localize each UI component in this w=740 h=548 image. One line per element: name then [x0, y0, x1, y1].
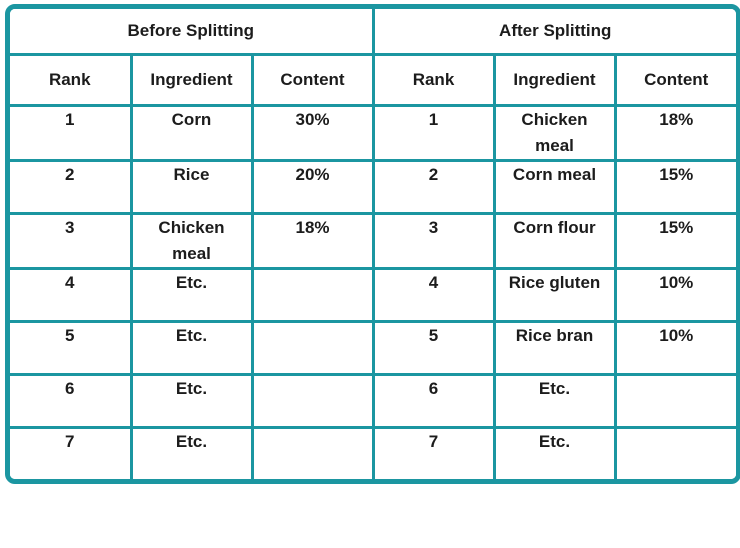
- col-header-before-rank: Rank: [10, 53, 133, 107]
- cell-before-ingredient: Etc.: [129, 267, 254, 323]
- cell-before-rank: 3: [10, 212, 133, 270]
- cell-after-rank: 1: [371, 104, 496, 162]
- group-header-after: After Splitting: [371, 9, 736, 56]
- cell-after-rank: 4: [371, 267, 496, 323]
- cell-before-content: 20%: [250, 159, 375, 215]
- cell-after-content: 15%: [613, 212, 736, 270]
- cell-after-content: 10%: [613, 267, 736, 323]
- cell-after-content: 10%: [613, 320, 736, 376]
- table-row: 3 Chicken meal 18% 3 Corn flour 15%: [10, 212, 736, 270]
- cell-after-ingredient: Rice bran: [492, 320, 617, 376]
- cell-after-rank: 7: [371, 426, 496, 479]
- column-header-row: Rank Ingredient Content Rank Ingredient …: [10, 53, 736, 107]
- ingredient-comparison-table: Before Splitting After Splitting Rank In…: [10, 9, 736, 479]
- cell-before-rank: 6: [10, 373, 133, 429]
- cell-after-rank: 2: [371, 159, 496, 215]
- table-row: 6 Etc. 6 Etc.: [10, 373, 736, 429]
- cell-after-content: [613, 426, 736, 479]
- cell-before-content: [250, 267, 375, 323]
- col-header-after-rank: Rank: [371, 53, 496, 107]
- table-row: 7 Etc. 7 Etc.: [10, 426, 736, 479]
- comparison-table-card: Before Splitting After Splitting Rank In…: [5, 4, 740, 484]
- cell-before-rank: 2: [10, 159, 133, 215]
- cell-before-ingredient: Etc.: [129, 426, 254, 479]
- col-header-after-content: Content: [613, 53, 736, 107]
- table-row: 2 Rice 20% 2 Corn meal 15%: [10, 159, 736, 215]
- table-row: 4 Etc. 4 Rice gluten 10%: [10, 267, 736, 323]
- cell-before-rank: 5: [10, 320, 133, 376]
- cell-before-rank: 7: [10, 426, 133, 479]
- cell-before-ingredient: Corn: [129, 104, 254, 162]
- table-row: 1 Corn 30% 1 Chicken meal 18%: [10, 104, 736, 162]
- cell-before-content: 30%: [250, 104, 375, 162]
- cell-before-rank: 1: [10, 104, 133, 162]
- group-header-before: Before Splitting: [10, 9, 375, 56]
- cell-after-ingredient: Corn meal: [492, 159, 617, 215]
- cell-after-content: 15%: [613, 159, 736, 215]
- group-header-row: Before Splitting After Splitting: [10, 9, 736, 56]
- cell-before-ingredient: Chicken meal: [129, 212, 254, 270]
- cell-before-content: 18%: [250, 212, 375, 270]
- cell-before-content: [250, 373, 375, 429]
- cell-before-ingredient: Etc.: [129, 320, 254, 376]
- cell-after-ingredient: Etc.: [492, 373, 617, 429]
- table-row: 5 Etc. 5 Rice bran 10%: [10, 320, 736, 376]
- cell-before-content: [250, 320, 375, 376]
- col-header-after-ingredient: Ingredient: [492, 53, 617, 107]
- cell-after-content: [613, 373, 736, 429]
- cell-after-ingredient: Etc.: [492, 426, 617, 479]
- col-header-before-content: Content: [250, 53, 375, 107]
- cell-after-ingredient: Chicken meal: [492, 104, 617, 162]
- cell-before-content: [250, 426, 375, 479]
- cell-after-content: 18%: [613, 104, 736, 162]
- cell-after-rank: 5: [371, 320, 496, 376]
- cell-after-rank: 6: [371, 373, 496, 429]
- cell-after-rank: 3: [371, 212, 496, 270]
- cell-before-ingredient: Etc.: [129, 373, 254, 429]
- col-header-before-ingredient: Ingredient: [129, 53, 254, 107]
- cell-after-ingredient: Corn flour: [492, 212, 617, 270]
- cell-after-ingredient: Rice gluten: [492, 267, 617, 323]
- cell-before-ingredient: Rice: [129, 159, 254, 215]
- cell-before-rank: 4: [10, 267, 133, 323]
